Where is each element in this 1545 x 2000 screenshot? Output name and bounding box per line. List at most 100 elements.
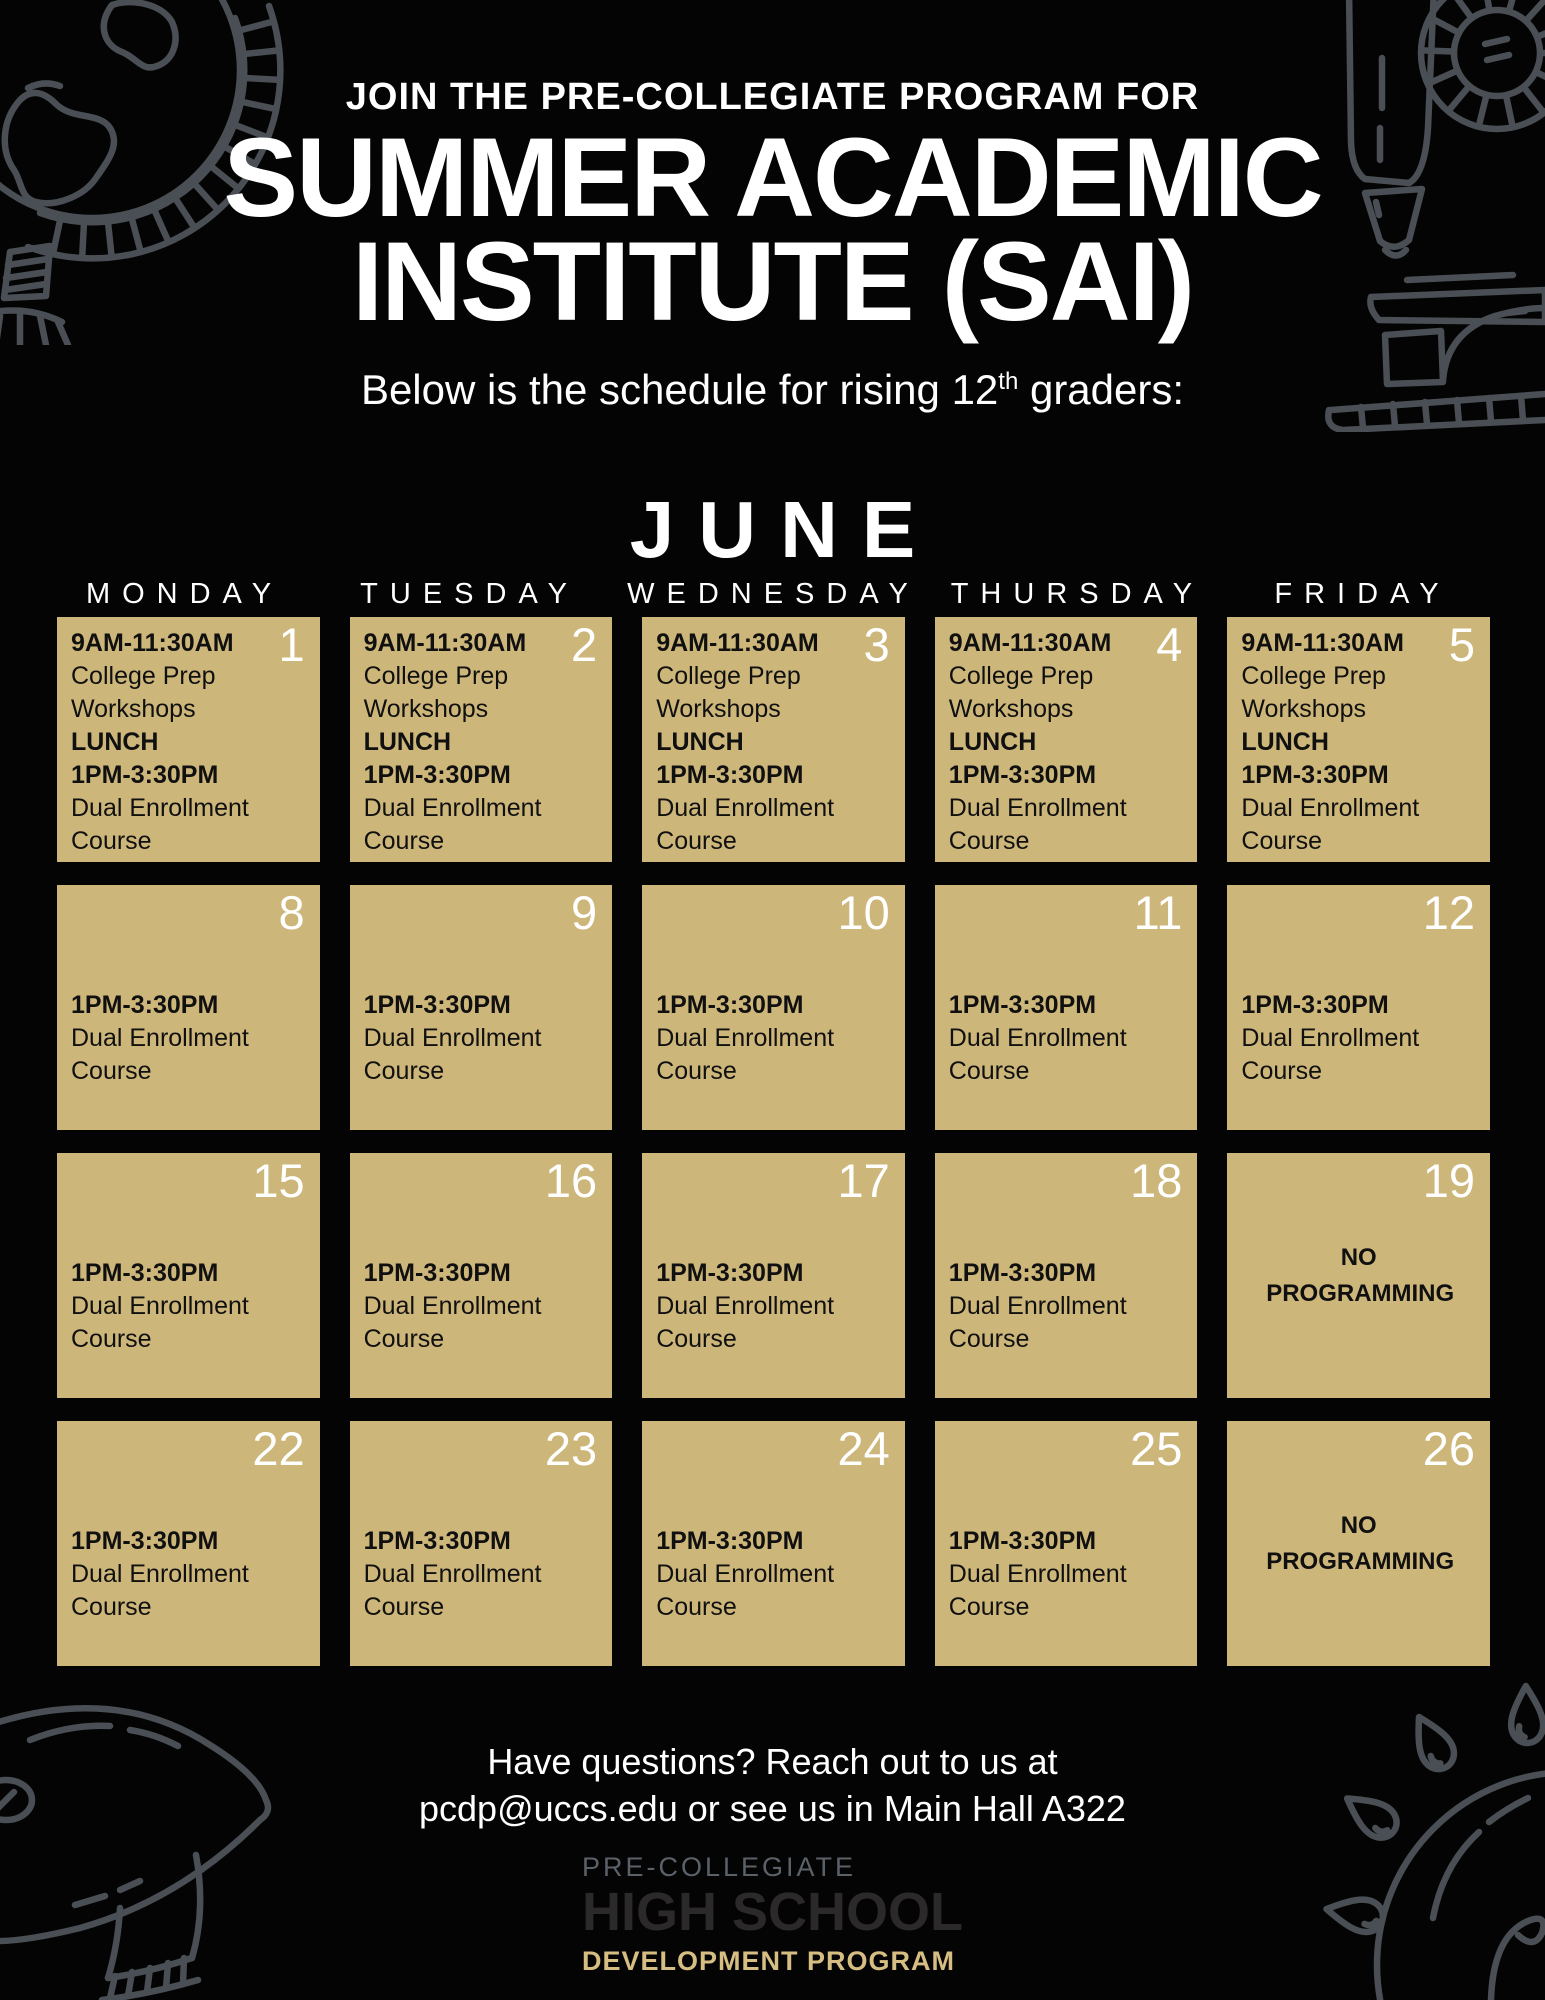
day-number: 10 <box>837 886 890 939</box>
schedule-line: College Prep Workshops <box>71 662 216 723</box>
day-schedule: 1PM-3:30PM Dual Enrollment Course <box>949 989 1184 1088</box>
schedule-line: 1PM-3:30PM <box>656 1527 804 1555</box>
schedule-line: Dual Enrollment Course <box>1241 1024 1420 1085</box>
contact-line-2: pcdp@uccs.edu or see us in Main Hall A32… <box>419 1788 1126 1829</box>
calendar-day-1: 1 9AM-11:30AM College Prep Workshops LUNCH 1… <box>57 617 320 862</box>
schedule-line: Dual Enrollment Course <box>656 1292 835 1353</box>
schedule-line: 1PM-3:30PM <box>71 991 219 1019</box>
schedule-line: Dual Enrollment Course <box>71 1560 249 1621</box>
logo-line-pre-collegiate: PRE-COLLEGIATE <box>581 1852 857 1882</box>
microscope-doodle-icon <box>1325 0 1545 432</box>
schedule-line: Dual Enrollment Course <box>656 1560 835 1621</box>
day-schedule: 1PM-3:30PM Dual Enrollment Course <box>364 1257 599 1356</box>
logo-line-development-program: DEVELOPMENT PROGRAM <box>581 1946 956 1977</box>
day-header-monday: MONDAY <box>85 578 284 610</box>
day-number: 15 <box>252 1154 305 1207</box>
day-number: 18 <box>1130 1154 1183 1207</box>
schedule-line: College Prep Workshops <box>1241 662 1386 723</box>
schedule-line: LUNCH <box>1241 728 1329 756</box>
day-number: 8 <box>278 886 305 939</box>
day-schedule: 1PM-3:30PM Dual Enrollment Course <box>71 1257 306 1356</box>
calendar-day-15: 15 1PM-3:30PM Dual Enrollment Course <box>57 1153 320 1398</box>
calendar-day-22: 22 1PM-3:30PM Dual Enrollment Course <box>57 1421 320 1666</box>
schedule-line: 1PM-3:30PM <box>656 1259 804 1287</box>
schedule-line: College Prep Workshops <box>363 662 509 723</box>
schedule-line: 1PM-3:30PM <box>363 1259 511 1287</box>
schedule-line: NO PROGRAMMING <box>1266 1243 1455 1307</box>
calendar-grid: 1 9AM-11:30AM College Prep Workshops LUNCH 1… <box>57 617 1490 1666</box>
calendar-day-10: 10 1PM-3:30PM Dual Enrollment Course <box>642 885 905 1130</box>
schedule-line: Dual Enrollment Course <box>71 1024 249 1085</box>
day-number: 1 <box>278 618 305 671</box>
calendar-day-2: 2 9AM-11:30AM College Prep Workshops LUNCH 1… <box>349 617 613 862</box>
contact-info: Have questions? Reach out to us at pcdp@… <box>0 1738 1545 1832</box>
schedule-line: 1PM-3:30PM <box>948 1259 1097 1287</box>
subtitle-superscript: th <box>998 368 1019 395</box>
logo-line-high-school: HIGH SCHOOL <box>581 1882 964 1942</box>
day-schedule: 1PM-3:30PM Dual Enrollment Course <box>364 1525 599 1624</box>
day-schedule: 1PM-3:30PM Dual Enrollment Course <box>949 1257 1184 1356</box>
day-number: 26 <box>1422 1422 1475 1475</box>
schedule-line: LUNCH <box>363 728 452 756</box>
day-number: 17 <box>837 1154 890 1207</box>
schedule-line: LUNCH <box>948 728 1037 756</box>
schedule-line: College Prep Workshops <box>948 662 1094 723</box>
day-header-tuesday: TUESDAY <box>360 578 579 610</box>
kicker-text: JOIN THE PRE-COLLEGIATE PROGRAM FOR <box>345 76 1200 118</box>
program-logo: PRE-COLLEGIATE HIGH SCHOOL DEVELOPMENT P… <box>582 1852 963 1977</box>
schedule-line: 9AM-11:30AM <box>363 629 527 657</box>
schedule-line: 1PM-3:30PM <box>656 991 804 1019</box>
day-schedule: 1PM-3:30PM Dual Enrollment Course <box>656 1257 891 1356</box>
day-number: 22 <box>252 1422 305 1475</box>
schedule-line: Dual Enrollment Course <box>948 1560 1127 1621</box>
day-schedule: NO PROGRAMMING <box>1266 1508 1455 1580</box>
calendar-day-8: 8 1PM-3:30PM Dual Enrollment Course <box>57 885 320 1130</box>
schedule-line: 1PM-3:30PM <box>1241 991 1389 1019</box>
calendar-day-5: 5 9AM-11:30AM College Prep Workshops LUNCH 1… <box>1227 617 1490 862</box>
schedule-line: 1PM-3:30PM <box>656 761 804 789</box>
graduation-cap-doodle-icon <box>0 1705 272 2000</box>
schedule-line: 1PM-3:30PM <box>948 761 1097 789</box>
day-number: 25 <box>1130 1422 1183 1475</box>
day-schedule: 9AM-11:30AM College Prep Workshops LUNCH 1P… <box>71 625 306 858</box>
schedule-line: Dual Enrollment Course <box>948 1024 1127 1085</box>
schedule-line: 1PM-3:30PM <box>71 761 219 789</box>
day-number: 5 <box>1448 618 1475 671</box>
day-number: 2 <box>571 618 598 671</box>
calendar-day-11: 11 1PM-3:30PM Dual Enrollment Course <box>934 885 1198 1130</box>
schedule-line: NO PROGRAMMING <box>1266 1511 1455 1575</box>
globe-doodle-icon <box>0 0 284 345</box>
schedule-line: 1PM-3:30PM <box>71 1259 219 1287</box>
title-line-1: SUMMER ACADEMIC <box>223 115 1323 240</box>
schedule-line: 1PM-3:30PM <box>363 991 511 1019</box>
day-header-wednesday: WEDNESDAY <box>627 578 920 610</box>
schedule-line: Dual Enrollment Course <box>363 1560 542 1621</box>
schedule-line: Dual Enrollment Course <box>363 1292 542 1353</box>
schedule-line: 9AM-11:30AM <box>1241 629 1404 657</box>
schedule-line: Dual Enrollment Course <box>71 1292 249 1353</box>
schedule-line: Dual Enrollment Course <box>1241 794 1420 855</box>
day-number: 3 <box>863 618 890 671</box>
calendar-day-12: 12 1PM-3:30PM Dual Enrollment Course <box>1227 885 1490 1130</box>
schedule-line: 1PM-3:30PM <box>363 1527 511 1555</box>
calendar-day-26: 26 NO PROGRAMMING <box>1227 1421 1490 1666</box>
day-schedule: 1PM-3:30PM Dual Enrollment Course <box>364 989 599 1088</box>
day-schedule: 1PM-3:30PM Dual Enrollment Course <box>1241 989 1476 1088</box>
schedule-line: 1PM-3:30PM <box>1241 761 1389 789</box>
schedule-line: Dual Enrollment Course <box>948 794 1127 855</box>
month-title: JUNE <box>629 485 940 574</box>
day-schedule: 1PM-3:30PM Dual Enrollment Course <box>71 1525 306 1624</box>
schedule-line: 1PM-3:30PM <box>948 1527 1097 1555</box>
schedule-line: Dual Enrollment Course <box>656 794 835 855</box>
day-header-row: MONDAY TUESDAY WEDNESDAY THURSDAY FRIDAY <box>57 578 1490 611</box>
calendar-day-17: 17 1PM-3:30PM Dual Enrollment Course <box>642 1153 905 1398</box>
subtitle-text-after: graders: <box>1018 366 1185 413</box>
schedule-line: Dual Enrollment Course <box>948 1292 1127 1353</box>
day-schedule: 1PM-3:30PM Dual Enrollment Course <box>656 1525 891 1624</box>
schedule-line: 9AM-11:30AM <box>656 629 819 657</box>
day-number: 12 <box>1422 886 1475 939</box>
schedule-line: Dual Enrollment Course <box>363 1024 542 1085</box>
schedule-line: College Prep Workshops <box>656 662 801 723</box>
calendar-day-19: 19 NO PROGRAMMING <box>1227 1153 1490 1398</box>
